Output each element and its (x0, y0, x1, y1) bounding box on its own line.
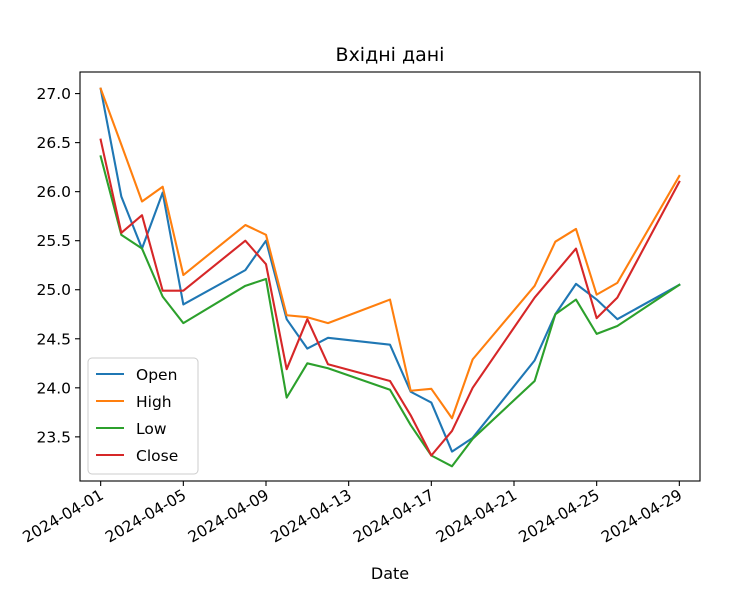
series-line-open (99, 87, 681, 453)
x-tick-label: 2024-04-21 (433, 486, 520, 547)
x-tick-label: 2024-04-25 (516, 486, 603, 547)
plot-frame (79, 71, 701, 482)
legend-box (87, 357, 199, 475)
y-tick-label: 25.0 (36, 281, 71, 299)
legend: Open High Low Close (87, 357, 199, 475)
legend-label-low: Low (136, 420, 167, 438)
y-tick-label: 23.5 (36, 428, 71, 446)
y-tick-label: 26.5 (36, 134, 71, 152)
legend-label-open: Open (136, 366, 177, 384)
x-tick-label: 2024-04-13 (268, 486, 355, 547)
legend-label-high: High (136, 393, 172, 411)
series-layer (99, 87, 681, 468)
x-tick-label: 2024-04-01 (20, 486, 107, 547)
x-tick-label: 2024-04-05 (102, 486, 189, 547)
y-tick-label: 24.0 (36, 379, 71, 397)
series-line-high (99, 87, 681, 420)
x-tick-label: 2024-04-09 (185, 486, 272, 547)
x-tick-label: 2024-04-29 (598, 486, 685, 547)
y-tick-label: 25.5 (36, 232, 71, 250)
y-tick-label: 26.0 (36, 183, 71, 201)
y-tick-label: 24.5 (36, 330, 71, 348)
x-tick-label: 2024-04-17 (350, 486, 437, 547)
y-tick-label: 27.0 (36, 85, 71, 103)
chart-title: Вхідні дані (336, 44, 445, 66)
series-line-low (99, 155, 681, 468)
legend-label-close: Close (136, 447, 178, 465)
x-axis-label: Date (371, 564, 409, 583)
series-line-close (99, 138, 681, 457)
